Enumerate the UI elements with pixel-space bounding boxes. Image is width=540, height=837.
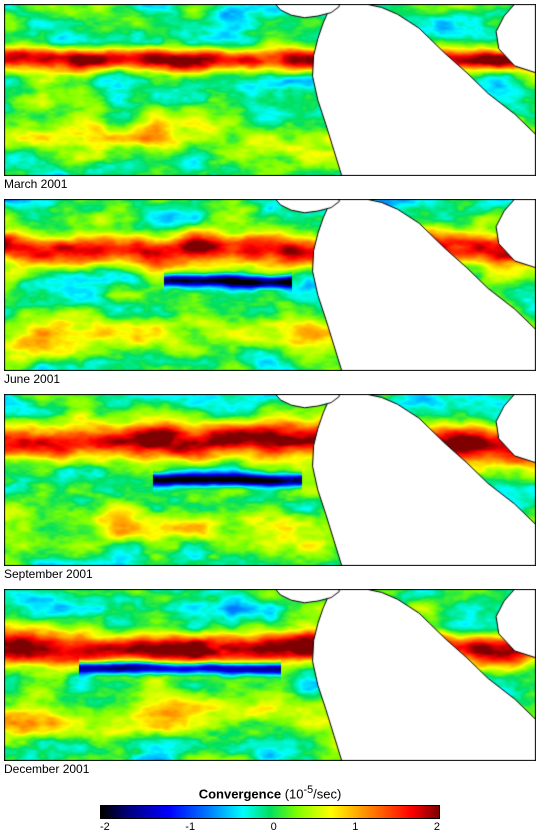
tick: 2	[434, 821, 440, 833]
panel-june: June 2001	[4, 199, 536, 386]
colorbar-section: Convergence (10-5/sec) -2 -1 0 1 2	[4, 784, 536, 833]
colorbar-title: Convergence (10-5/sec)	[199, 784, 342, 801]
map-canvas-march	[4, 4, 536, 176]
map-canvas-december	[4, 589, 536, 761]
panel-label-september: September 2001	[4, 567, 536, 581]
colorbar-ticks: -2 -1 0 1 2	[100, 821, 440, 833]
figure-container: March 2001 June 2001 September 2001 Dece…	[0, 0, 540, 837]
panel-label-june: June 2001	[4, 372, 536, 386]
colorbar-title-rest: (10	[281, 786, 303, 801]
tick: -1	[185, 821, 195, 833]
colorbar-gradient	[100, 805, 440, 819]
tick: 1	[352, 821, 358, 833]
map-canvas-june	[4, 199, 536, 371]
panel-label-march: March 2001	[4, 177, 536, 191]
colorbar-title-tail: /sec)	[313, 786, 341, 801]
colorbar-title-bold: Convergence	[199, 786, 281, 801]
panel-march: March 2001	[4, 4, 536, 191]
colorbar-title-sup: -5	[303, 784, 313, 796]
map-canvas-september	[4, 394, 536, 566]
panel-label-december: December 2001	[4, 762, 536, 776]
panel-december: December 2001	[4, 589, 536, 776]
tick: 0	[271, 821, 277, 833]
tick: -2	[100, 821, 110, 833]
panel-september: September 2001	[4, 394, 536, 581]
